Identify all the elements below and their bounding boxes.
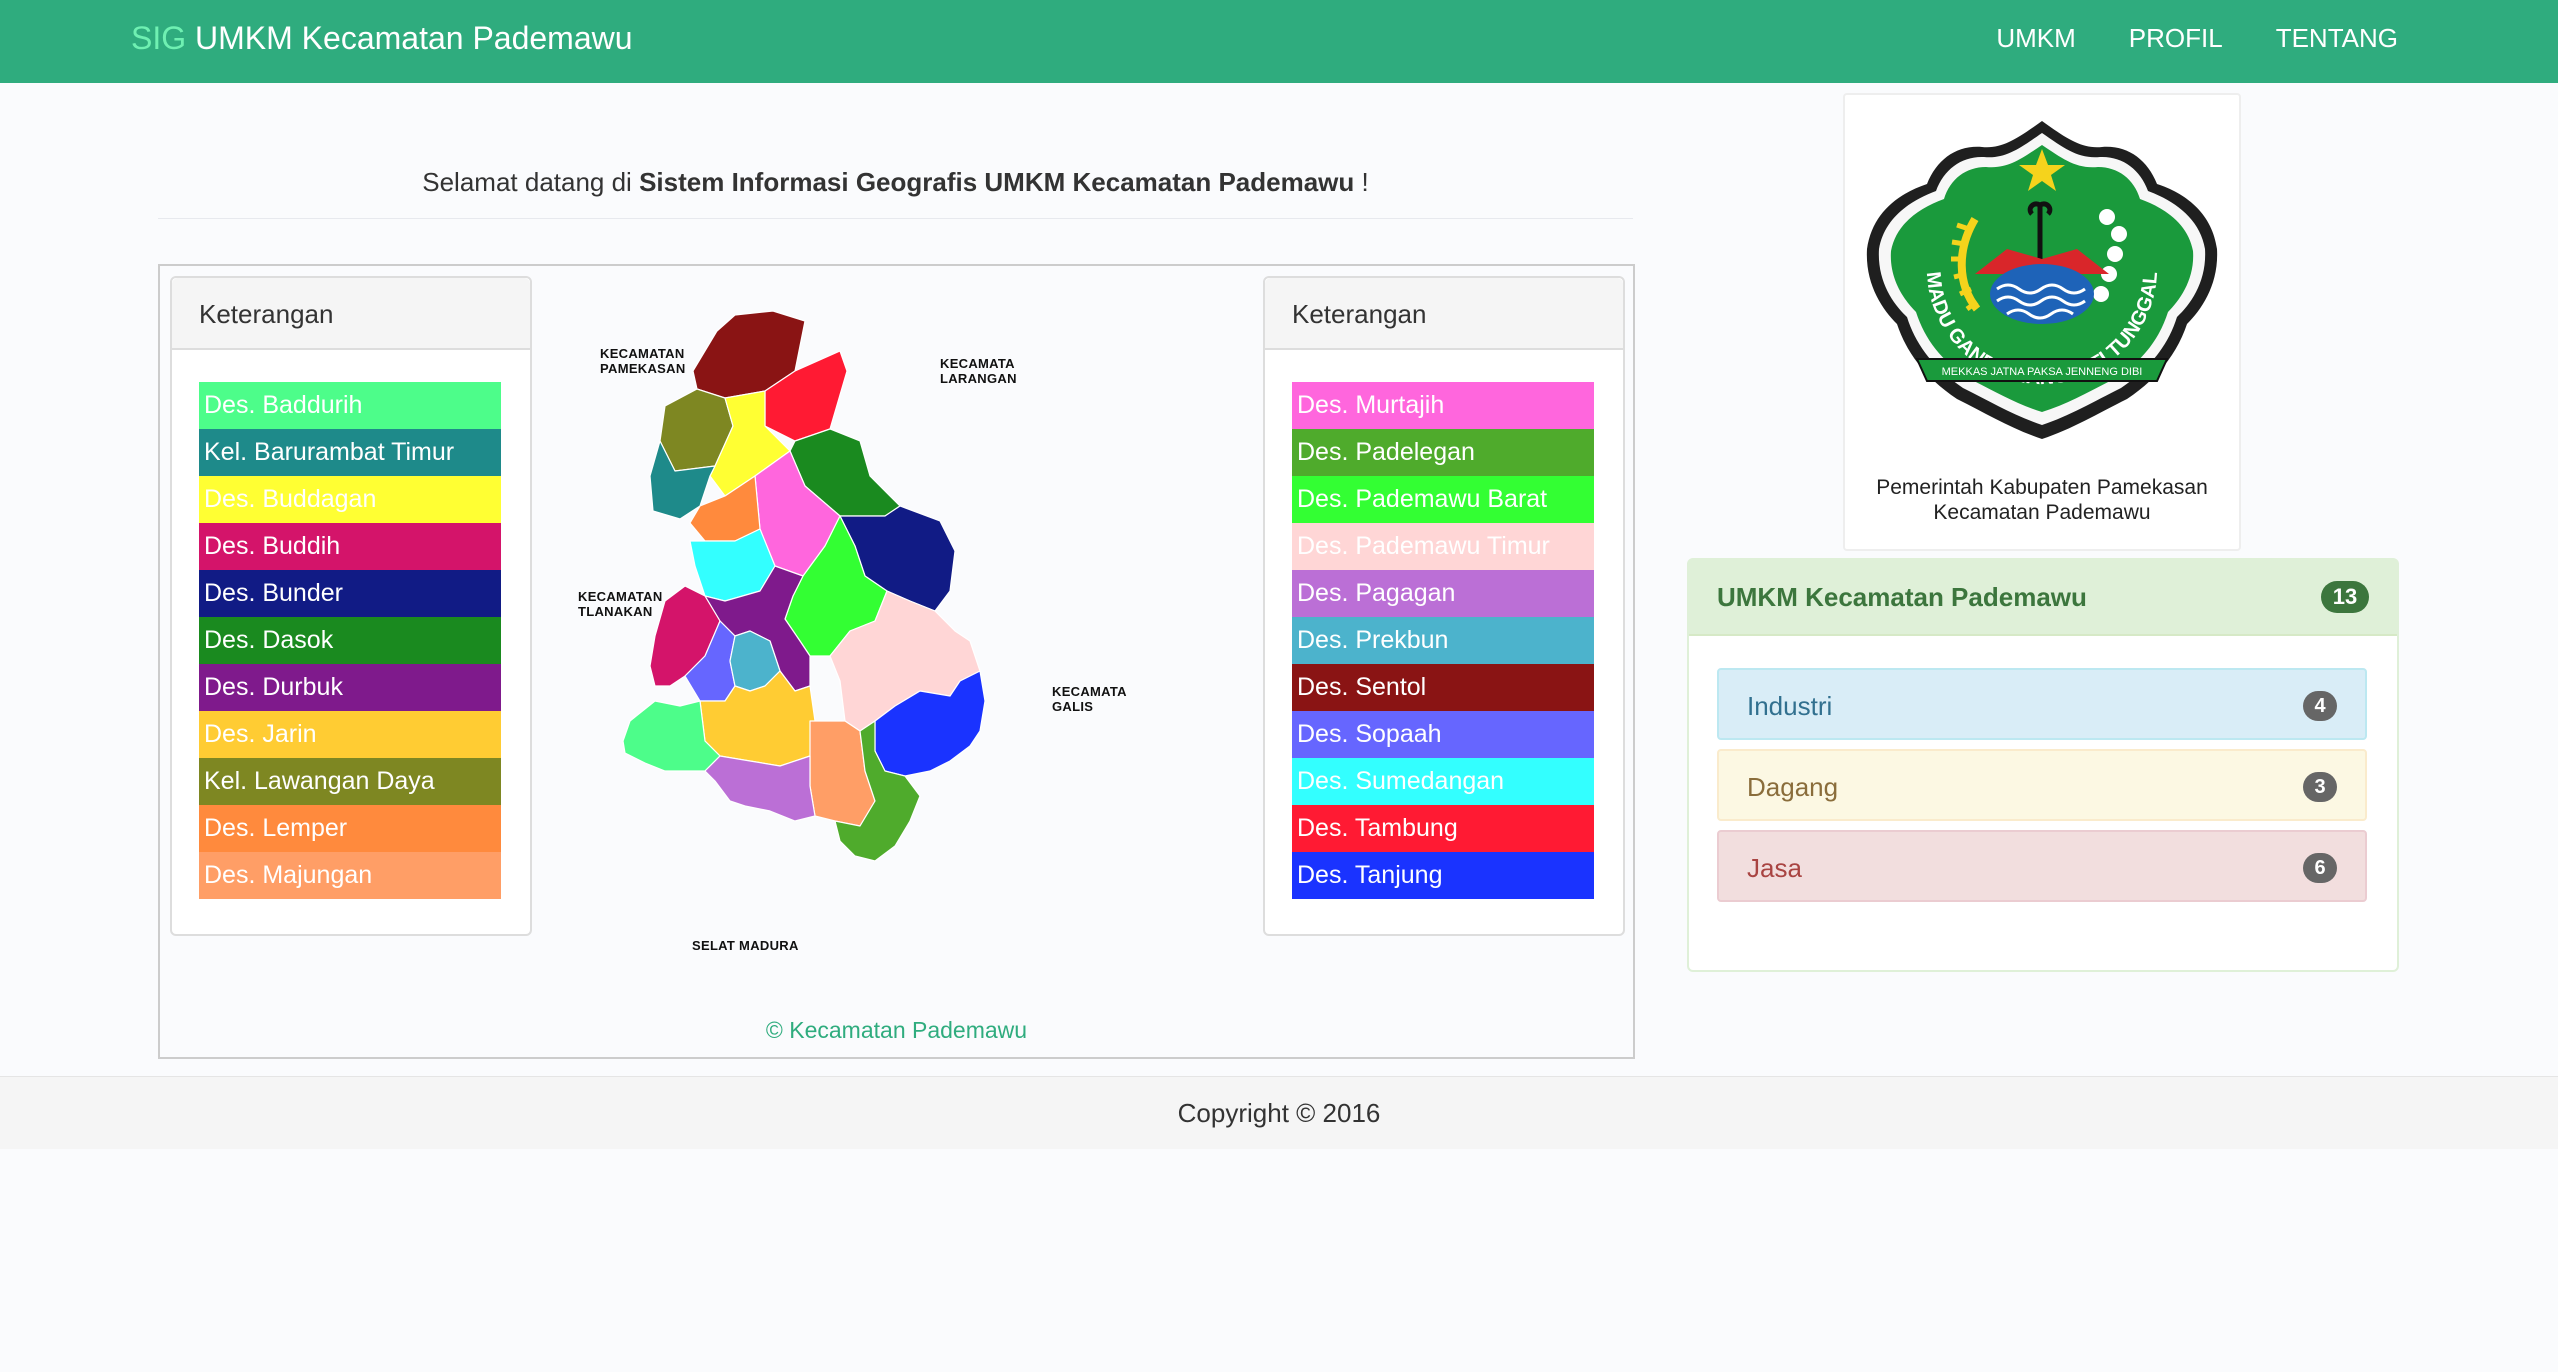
legend-heading: Keterangan: [172, 278, 530, 350]
village-map: [622, 310, 986, 862]
map-label-madura-text: SELAT MADURA: [692, 938, 799, 953]
category-count-badge: 6: [2303, 853, 2337, 883]
map-label-pamekasan: KECAMATAN PAMEKASAN: [600, 346, 710, 376]
footer-copyright: Copyright © 2016: [1177, 1098, 1381, 1128]
map-label-madura: SELAT MADURA: [692, 938, 799, 953]
legend-item: Des. Pademawu Timur: [1292, 523, 1594, 570]
logo-caption: Pemerintah Kabupaten Pamekasan Kecamatan…: [1845, 475, 2239, 525]
legend-panel-left: Keterangan Des. Baddurih Kel. Barurambat …: [170, 276, 532, 936]
map-label-pamekasan-text: KECAMATAN PAMEKASAN: [600, 346, 686, 376]
emblem-motto-ribbon: MEKKAS JATNA PAKSA JENNENG DIBI: [1942, 366, 2143, 378]
category-count-badge: 3: [2303, 772, 2337, 802]
legend-item: Des. Lemper: [199, 805, 501, 852]
footer: Copyright © 2016: [0, 1076, 2558, 1149]
category-label: Jasa: [1747, 853, 1802, 883]
nav-links: UMKM PROFIL TENTANG: [1996, 23, 2398, 54]
umkm-panel: UMKM Kecamatan Pademawu 13 Industri 4 Da…: [1687, 558, 2399, 972]
map-label-tlanakan-text: KECAMATAN TLANAKAN: [578, 589, 663, 619]
map-label-tlanakan: KECAMATAN TLANAKAN: [578, 589, 678, 619]
nav-link-umkm[interactable]: UMKM: [1996, 23, 2076, 53]
legend-item: Des. Sopaah: [1292, 711, 1594, 758]
divider: [158, 218, 1633, 219]
legend-item: Kel. Barurambat Timur: [199, 429, 501, 476]
legend-item: Des. Baddurih: [199, 382, 501, 429]
map-label-galis-text: KECAMATA GALIS: [1052, 684, 1127, 714]
legend-item: Kel. Lawangan Daya: [199, 758, 501, 805]
map-label-larangan-text: KECAMATA LARANGAN: [940, 356, 1017, 386]
legend-item: Des. Tanjung: [1292, 852, 1594, 899]
brand-prefix: SIG: [131, 20, 187, 56]
welcome-prefix: Selamat datang di: [422, 167, 632, 197]
logo-box: MADU GANDA MANGESTI TUNGGAL MEKKAS JATNA…: [1843, 93, 2241, 551]
legend-item: Des. Buddih: [199, 523, 501, 570]
category-label: Industri: [1747, 691, 1833, 721]
map-label-larangan: KECAMATA LARANGAN: [940, 356, 1040, 386]
nav-link-tentang[interactable]: TENTANG: [2275, 23, 2398, 53]
legend-item: Des. Bunder: [199, 570, 501, 617]
legend-item: Des. Buddagan: [199, 476, 501, 523]
legend-item: Des. Majungan: [199, 852, 501, 899]
map-label-galis: KECAMATA GALIS: [1052, 684, 1137, 714]
welcome-system-name: Sistem Informasi Geografis UMKM Kecamata…: [639, 167, 1355, 197]
legend-item: Des. Tambung: [1292, 805, 1594, 852]
category-industri[interactable]: Industri 4: [1717, 668, 2367, 740]
umkm-panel-title: UMKM Kecamatan Pademawu: [1717, 582, 2087, 612]
legend-heading: Keterangan: [1265, 278, 1623, 350]
welcome-suffix: !: [1361, 167, 1369, 197]
legend-item: Des. Padelegan: [1292, 429, 1594, 476]
legend-item: Des. Prekbun: [1292, 617, 1594, 664]
category-dagang[interactable]: Dagang 3: [1717, 749, 2367, 821]
legend-item: Des. Sentol: [1292, 664, 1594, 711]
legend-item: Des. Durbuk: [199, 664, 501, 711]
legend-item: Des. Pademawu Barat: [1292, 476, 1594, 523]
logo-caption-regency: Pemerintah Kabupaten Pamekasan: [1876, 476, 2208, 499]
legend-item: Des. Jarin: [199, 711, 501, 758]
logo-caption-district: Kecamatan Pademawu: [1933, 501, 2151, 524]
legend-list: Des. Baddurih Kel. Barurambat Timur Des. B…: [199, 382, 501, 899]
brand-title: UMKM Kecamatan Pademawu: [195, 20, 633, 56]
legend-list: Des. Murtajih Des. Padelegan Des. Pademawu…: [1292, 382, 1594, 899]
category-jasa[interactable]: Jasa 6: [1717, 830, 2367, 902]
region-pagagan: [704, 755, 816, 822]
umkm-total-badge: 13: [2321, 581, 2369, 613]
category-label: Dagang: [1747, 772, 1839, 802]
category-count-badge: 4: [2303, 691, 2337, 721]
legend-item: Des. Sumedangan: [1292, 758, 1594, 805]
legend-item: Des. Dasok: [199, 617, 501, 664]
legend-item: Des. Pagagan: [1292, 570, 1594, 617]
welcome-message: Selamat datang di Sistem Informasi Geogr…: [158, 167, 1633, 198]
umkm-panel-header: UMKM Kecamatan Pademawu 13: [1689, 560, 2397, 636]
navbar: SIG UMKM Kecamatan Pademawu UMKM PROFIL …: [0, 0, 2558, 83]
map-container: Keterangan Des. Baddurih Kel. Barurambat …: [158, 264, 1635, 1059]
legend-panel-right: Keterangan Des. Murtajih Des. Padelegan De…: [1263, 276, 1625, 936]
region-padelegan: [834, 720, 921, 862]
region-tambung: [764, 350, 848, 442]
regency-emblem-icon: MADU GANDA MANGESTI TUNGGAL MEKKAS JATNA…: [1866, 121, 2218, 439]
legend-item: Des. Murtajih: [1292, 382, 1594, 429]
map-credit[interactable]: © Kecamatan Pademawu: [765, 1017, 1028, 1043]
nav-link-profil[interactable]: PROFIL: [2128, 23, 2223, 53]
brand-link[interactable]: SIG UMKM Kecamatan Pademawu: [131, 20, 633, 57]
